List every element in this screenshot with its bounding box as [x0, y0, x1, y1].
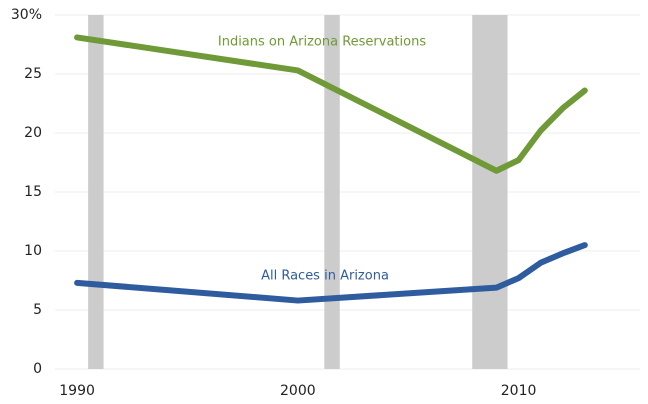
- y-tick-label: 5: [33, 302, 42, 318]
- y-tick-label: 25: [24, 66, 42, 82]
- x-tick-label: 2000: [280, 383, 316, 399]
- series-label: Indians on Arizona Reservations: [218, 35, 426, 50]
- shaded-range: [324, 15, 340, 369]
- series-label: All Races in Arizona: [261, 269, 389, 284]
- series-line: [74, 34, 588, 174]
- shaded-range: [88, 15, 104, 369]
- y-tick-label: 20: [24, 125, 42, 141]
- y-tick-label: 15: [24, 184, 42, 200]
- y-tick-label: 30%: [11, 7, 42, 23]
- x-tick-label: 1990: [59, 383, 95, 399]
- y-tick-label: 10: [24, 243, 42, 259]
- x-tick-label: 2010: [501, 383, 537, 399]
- y-tick-label: 0: [33, 361, 42, 377]
- series-line: [74, 242, 588, 304]
- shaded-range: [472, 15, 508, 369]
